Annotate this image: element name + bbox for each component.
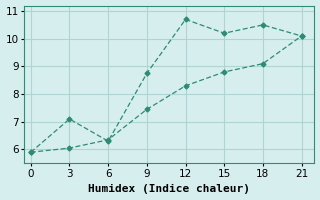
X-axis label: Humidex (Indice chaleur): Humidex (Indice chaleur) xyxy=(88,184,251,194)
